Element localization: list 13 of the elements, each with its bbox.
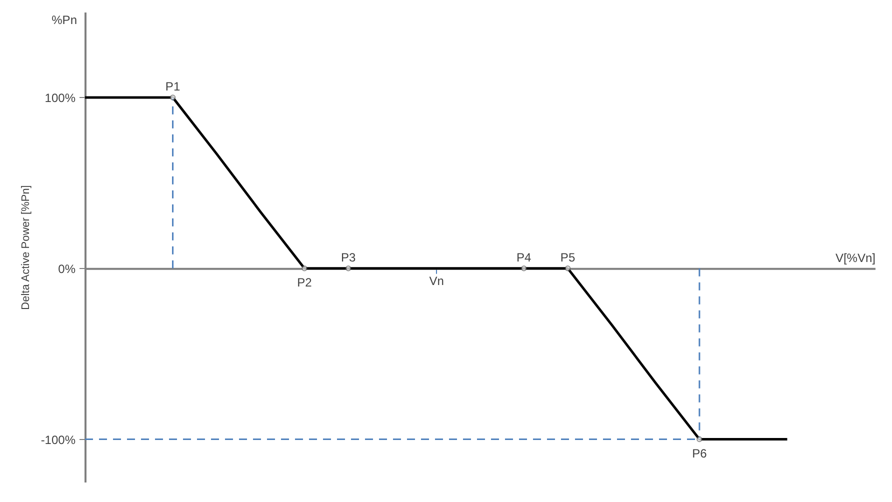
data-label: P2 bbox=[297, 275, 312, 290]
data-label: P3 bbox=[340, 250, 356, 264]
x-tick-label: Vn bbox=[429, 274, 444, 288]
data-label: P5 bbox=[560, 250, 576, 264]
y-tick-label: 0% bbox=[58, 262, 76, 276]
data-label: P1 bbox=[165, 79, 180, 94]
x-axis-title: V[%Vn] bbox=[835, 250, 876, 265]
y-tick-label: 100% bbox=[44, 90, 76, 105]
y-tick-label: -100% bbox=[40, 432, 76, 447]
y-axis-title: Delta Active Power [%Pn] bbox=[20, 185, 32, 310]
text: %Pn bbox=[52, 13, 77, 27]
data-label: P4 bbox=[516, 250, 532, 264]
data-label: P6 bbox=[692, 446, 708, 460]
